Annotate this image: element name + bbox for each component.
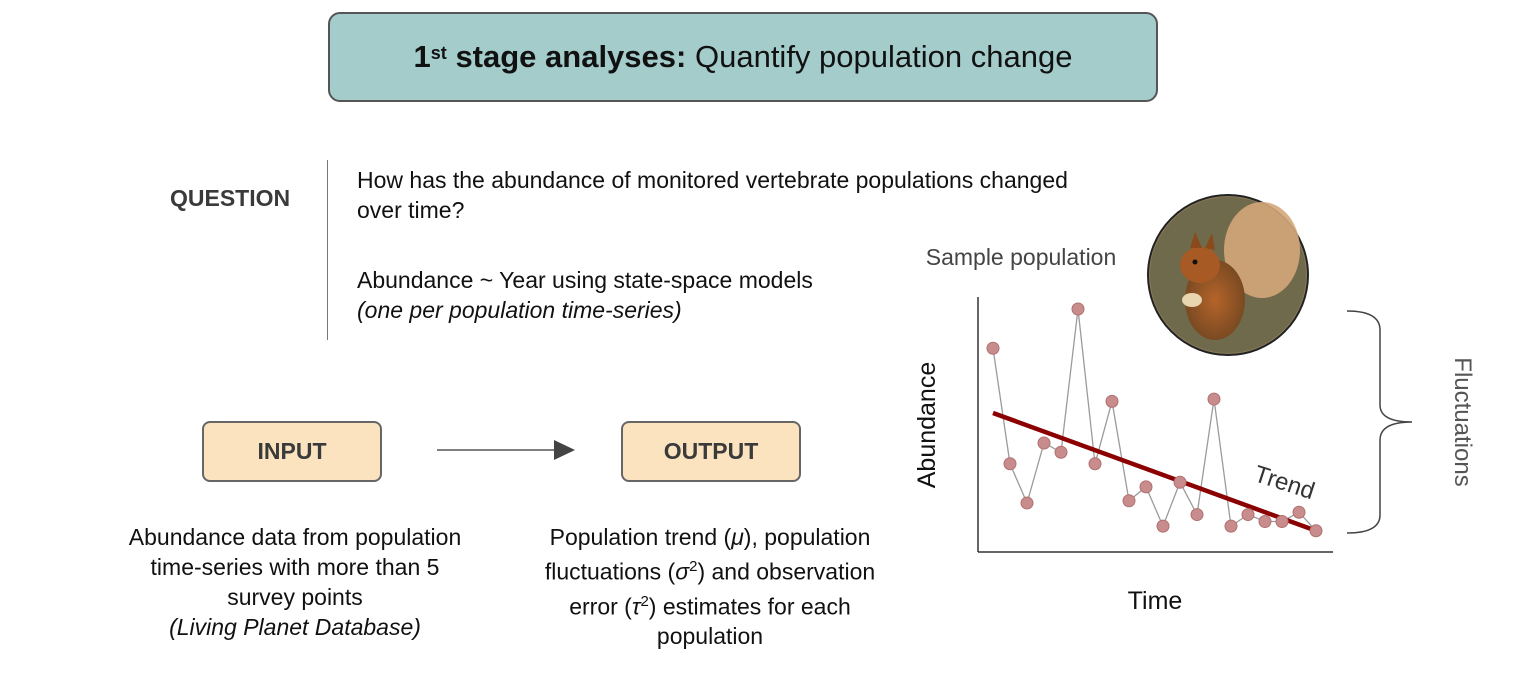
input-box: INPUT	[202, 421, 382, 482]
output-l2a: fluctuations (	[544, 558, 676, 585]
output-line-2: fluctuations (σ2) and observation	[510, 552, 910, 587]
output-l3a: error (	[569, 593, 632, 620]
data-point	[1224, 519, 1238, 533]
data-point	[1309, 524, 1323, 538]
arrow-head	[554, 440, 575, 460]
output-l1b: ), population	[743, 524, 871, 550]
title-rest: Quantify population change	[694, 39, 1073, 74]
input-line-3: survey points	[227, 584, 363, 610]
output-l3b: ) estimates for each	[648, 593, 851, 620]
fluctuation-brace	[1346, 310, 1413, 534]
data-point	[1020, 496, 1034, 510]
tau-symbol: τ	[631, 593, 641, 620]
output-line-3: error (τ2) estimates for each	[510, 587, 910, 622]
output-box: OUTPUT	[621, 421, 801, 482]
question-label: QUESTION	[170, 185, 291, 211]
title-bold: stage analyses:	[455, 39, 687, 74]
trend-line	[992, 410, 1317, 533]
output-line-4: population	[656, 623, 764, 650]
data-point	[1122, 494, 1136, 508]
sigma-symbol: σ	[675, 558, 690, 585]
data-point	[1037, 436, 1051, 450]
model-formula: Abundance ~ Year using state-space model…	[357, 267, 813, 293]
fluctuations-label: Fluctuations	[1449, 357, 1476, 486]
series-group	[986, 302, 1323, 538]
data-point	[986, 341, 1000, 355]
data-point	[1071, 302, 1085, 316]
data-point	[1054, 445, 1068, 459]
output-l1a: Population trend (	[549, 524, 732, 550]
model-text: Abundance ~ Year using state-space model…	[357, 265, 957, 325]
mu-symbol: μ	[731, 524, 744, 550]
data-point	[1003, 457, 1017, 471]
squirrel-photo	[1147, 194, 1309, 356]
data-point	[1190, 508, 1204, 522]
data-point	[1275, 515, 1289, 529]
input-line-1: Abundance data from population	[128, 524, 462, 550]
output-l2b: ) and observation	[697, 558, 876, 585]
title-number: 1	[413, 39, 431, 74]
output-caption: Population trend (μ), population fluctua…	[510, 522, 910, 651]
chart-title: Sample population	[926, 244, 1117, 270]
data-point	[1207, 392, 1221, 406]
output-line-1: Population trend (μ), population	[510, 522, 910, 552]
data-point	[1105, 394, 1119, 408]
sigma-exponent: 2	[689, 558, 698, 575]
data-point	[1139, 480, 1153, 494]
data-point	[1156, 519, 1170, 533]
input-caption: Abundance data from population time-seri…	[95, 522, 495, 642]
y-axis-label: Abundance	[913, 362, 941, 489]
model-note: (one per population time-series)	[357, 297, 682, 323]
data-point	[1088, 457, 1102, 471]
data-point	[1241, 508, 1255, 522]
tau-exponent: 2	[640, 592, 649, 610]
input-source: (Living Planet Database)	[169, 614, 421, 640]
question-text: How has the abundance of monitored verte…	[357, 167, 1068, 223]
title-superscript: st	[430, 42, 447, 63]
trend-label: Trend	[1251, 460, 1318, 505]
data-point	[1292, 505, 1306, 519]
data-point	[1258, 515, 1272, 529]
input-line-2: time-series with more than 5	[150, 554, 440, 580]
divider-line	[327, 160, 328, 340]
x-axis-label: Time	[1128, 587, 1183, 615]
data-point	[1173, 475, 1187, 489]
